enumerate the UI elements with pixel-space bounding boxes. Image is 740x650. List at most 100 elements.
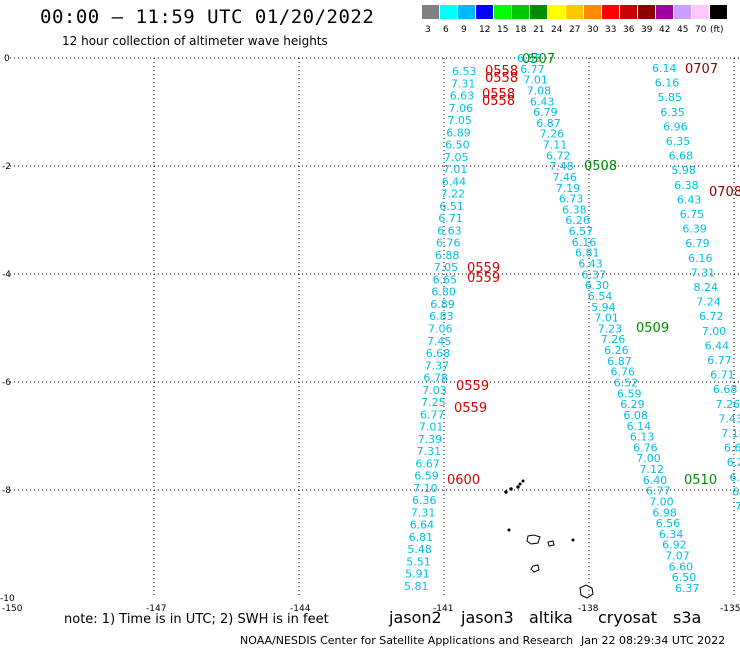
satellite-jason3: jason3 bbox=[461, 608, 514, 627]
wave-height-value: 7.25 bbox=[421, 396, 446, 409]
wave-height-value: 7.08 bbox=[527, 84, 552, 97]
wave-height-value: 6.89 bbox=[446, 126, 471, 139]
generation-timestamp: Jan 22 08:29:34 UTC 2022 bbox=[581, 634, 726, 647]
wave-height-value: 5.51 bbox=[406, 556, 431, 569]
wave-height-value: 6.26 bbox=[565, 214, 590, 227]
legend-label: 42 bbox=[659, 25, 671, 35]
wave-height-value: 6.88 bbox=[435, 249, 460, 262]
wave-height-value: 6.72 bbox=[546, 149, 571, 162]
wave-height-value: 6.37 bbox=[675, 582, 700, 595]
island bbox=[571, 538, 575, 542]
wave-height-value: 6.71 bbox=[438, 212, 463, 225]
latitude-label: -6 bbox=[2, 378, 11, 388]
island bbox=[521, 479, 525, 483]
wave-height-value: 6.96 bbox=[663, 120, 688, 133]
wave-height-value: 6.98 bbox=[652, 506, 677, 519]
wave-height-value: 6.77 bbox=[707, 354, 732, 367]
pass-time-label: 0559 bbox=[467, 271, 500, 286]
wave-height-value: 6.68 bbox=[669, 150, 694, 163]
wave-height-value: 7.23 bbox=[598, 322, 623, 335]
wave-height-value: 7.01 bbox=[594, 312, 619, 325]
wave-height-value: 6.77 bbox=[420, 408, 445, 421]
footer-note: note: 1) Time is in UTC; 2) SWH is in fe… bbox=[64, 612, 329, 627]
wave-height-value: 7.26 bbox=[601, 333, 626, 346]
wave-height-value: 6.80 bbox=[431, 286, 456, 299]
island bbox=[526, 534, 541, 545]
longitude-label: -147 bbox=[146, 604, 166, 614]
latitude-label: -10 bbox=[0, 594, 15, 604]
wave-height-value: 6.55 bbox=[517, 52, 542, 65]
legend-swatch bbox=[422, 5, 439, 19]
wave-height-value: 7 bbox=[735, 500, 740, 513]
wave-height-value: 6.6 bbox=[732, 485, 740, 498]
wave-height-value: 6.54 bbox=[588, 290, 613, 303]
wave-height-value: 7.31 bbox=[451, 77, 476, 90]
legend-label: 24 bbox=[551, 25, 563, 35]
wave-height-value: 6.79 bbox=[685, 237, 710, 250]
island bbox=[504, 490, 508, 494]
legend-label: 18 bbox=[515, 25, 527, 35]
wave-height-value: 6.7 bbox=[730, 471, 740, 484]
wave-height-value: 7.45 bbox=[427, 335, 452, 348]
wave-height-value: 6.68 bbox=[713, 383, 738, 396]
wave-height-value: 5.81 bbox=[404, 580, 429, 593]
legend-swatch bbox=[476, 5, 493, 19]
pass-time-label: 0600 bbox=[447, 473, 480, 488]
pass-time-label: 0558 bbox=[482, 94, 515, 109]
pass-time-label: 0708 bbox=[709, 185, 740, 200]
wave-height-value: 6.43 bbox=[578, 258, 603, 271]
wave-height-value: 6.76 bbox=[611, 366, 636, 379]
wave-height-value: 6.08 bbox=[623, 409, 648, 422]
wave-height-value: 7.31 bbox=[417, 445, 442, 458]
legend-swatch bbox=[584, 5, 601, 19]
wave-height-value: 6.68 bbox=[426, 347, 451, 360]
wave-height-value: 6.72 bbox=[699, 310, 724, 323]
wave-height-value: 6.16 bbox=[688, 252, 713, 265]
wave-height-value: 6.38 bbox=[674, 179, 699, 192]
island bbox=[516, 485, 520, 489]
wave-height-value: 6.35 bbox=[666, 135, 691, 148]
wave-height-value: 6.21 bbox=[727, 456, 740, 469]
wave-height-value: 6.36 bbox=[412, 494, 437, 507]
legend-swatch bbox=[530, 5, 547, 19]
wave-height-value: 6.81 bbox=[575, 247, 600, 260]
legend-label: 6 bbox=[443, 25, 449, 35]
wave-height-value: 6.64 bbox=[724, 442, 740, 455]
map-title: 00:00 – 11:59 UTC 01/20/2022 bbox=[40, 6, 375, 28]
wave-height-value: 6.75 bbox=[680, 208, 705, 221]
wave-height-value: 7.37 bbox=[425, 359, 450, 372]
altimeter-tracks: 6.537.316.637.067.056.896.507.057.016.44… bbox=[404, 52, 740, 595]
wave-height-value: 7.10 bbox=[413, 482, 438, 495]
legend-label: 70 bbox=[695, 25, 707, 35]
wave-height-value: 6.83 bbox=[429, 310, 454, 323]
satellite-s3a: s3a bbox=[673, 608, 702, 627]
latitude-label: -2 bbox=[2, 162, 11, 172]
wave-height-value: 6.39 bbox=[682, 223, 707, 236]
wave-height-value: 7.01 bbox=[419, 421, 444, 434]
island bbox=[530, 564, 540, 573]
wave-height-value: 6.16 bbox=[655, 77, 680, 90]
wave-height-value: 5.98 bbox=[671, 164, 696, 177]
wave-height-value: 7.46 bbox=[553, 171, 578, 184]
latitude-label: 0 bbox=[4, 54, 10, 64]
wave-height-value: 6.52 bbox=[614, 377, 639, 390]
legend-label: 15 bbox=[497, 25, 509, 35]
legend-swatch bbox=[512, 5, 529, 19]
pass-time-label: 0558 bbox=[482, 87, 515, 102]
wave-height-value: 6.71 bbox=[710, 369, 735, 382]
wave-height-value: 6.51 bbox=[439, 200, 464, 213]
legend-swatch bbox=[602, 5, 619, 19]
wave-height-value: 6.50 bbox=[445, 139, 470, 152]
wave-height-value: 6.79 bbox=[533, 106, 558, 119]
wave-height-value: 7.03 bbox=[422, 384, 447, 397]
wave-height-value: 6.77 bbox=[520, 63, 545, 76]
wave-height-value: 6.63 bbox=[450, 90, 475, 103]
wave-height-value: 6.44 bbox=[442, 175, 467, 188]
legend-swatch bbox=[674, 5, 691, 19]
credit-line: NOAA/NESDIS Center for Satellite Applica… bbox=[240, 634, 574, 647]
legend-label: 9 bbox=[461, 25, 467, 35]
wave-height-value: 6.37 bbox=[582, 268, 607, 281]
wave-height-value: 6.59 bbox=[414, 470, 439, 483]
wave-height-value: 6.26 bbox=[604, 344, 629, 357]
legend-swatch bbox=[692, 5, 709, 19]
